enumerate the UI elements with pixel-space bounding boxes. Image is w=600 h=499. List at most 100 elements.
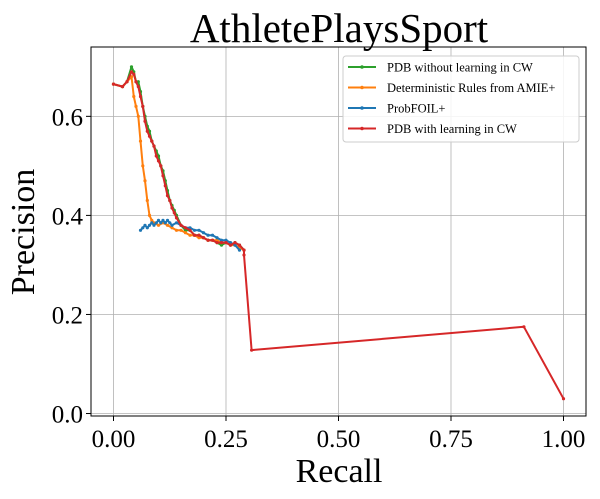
series-point	[224, 238, 228, 242]
series-point	[168, 221, 172, 225]
series-point	[215, 241, 219, 245]
series-point	[159, 221, 163, 225]
series-point	[145, 129, 149, 133]
series-point	[159, 164, 163, 168]
series-point	[192, 233, 197, 237]
series-point	[215, 238, 219, 242]
series-point	[147, 213, 152, 217]
series-point	[132, 94, 136, 99]
series-point	[145, 198, 149, 203]
series-point	[215, 236, 219, 240]
series-point	[143, 223, 147, 227]
series-point	[141, 164, 145, 168]
series-point	[129, 65, 134, 69]
legend-label: ProbFOIL+	[387, 102, 445, 116]
y-tick-label: 0.2	[52, 302, 83, 329]
chart-title: AthletePlaysSport	[190, 5, 489, 51]
legend-label: PDB without learning in CW	[387, 61, 533, 75]
y-axis-label: Precision	[5, 169, 42, 296]
series-point	[183, 231, 188, 235]
series-point	[224, 241, 228, 245]
series-point	[111, 82, 116, 86]
series-point	[233, 241, 237, 245]
series-point	[141, 226, 145, 230]
series-point	[147, 223, 152, 227]
series-line	[113, 75, 245, 251]
series-point	[174, 216, 179, 220]
series-point	[228, 241, 233, 245]
series-point	[136, 80, 140, 84]
legend-marker	[360, 106, 364, 110]
series-point	[161, 174, 165, 178]
series-point	[143, 119, 147, 123]
y-tick-label: 0.0	[52, 402, 83, 429]
series-point	[188, 228, 192, 232]
series-point	[168, 198, 172, 203]
series-point	[188, 233, 192, 237]
x-tick-label: 0.50	[317, 426, 361, 453]
series-point	[125, 80, 129, 84]
series-point	[154, 154, 158, 158]
legend-marker	[360, 126, 364, 131]
series-point	[197, 233, 201, 237]
series-point	[250, 348, 254, 352]
series-point	[147, 134, 152, 138]
series-point	[136, 85, 140, 89]
series-point	[201, 236, 206, 240]
series-point	[136, 114, 140, 118]
series-point	[141, 104, 145, 108]
y-tick-label: 0.4	[52, 203, 84, 230]
series-point	[138, 228, 143, 232]
series-point	[228, 243, 233, 247]
series-point	[183, 226, 188, 230]
series-point	[152, 144, 156, 148]
series-group	[111, 70, 566, 401]
series-point	[206, 233, 210, 237]
series-point	[134, 80, 138, 84]
series-point	[201, 231, 206, 235]
series-point	[237, 248, 242, 252]
legend-label: Deterministic Rules from AMIE+	[387, 81, 555, 95]
series-point	[233, 243, 237, 247]
legend-label: PDB with learning in CW	[387, 122, 517, 136]
series-point	[129, 70, 134, 74]
series-point	[242, 253, 246, 257]
series-layer	[111, 65, 566, 401]
series-point	[156, 159, 161, 163]
series-point	[154, 221, 158, 225]
series-point	[183, 228, 188, 232]
series-point	[242, 248, 246, 252]
legend-marker	[360, 85, 364, 90]
series-point	[219, 241, 224, 245]
series-group	[111, 75, 246, 252]
series-point	[192, 228, 197, 232]
series-point	[210, 233, 215, 237]
series-point	[179, 228, 183, 232]
series-point	[174, 228, 179, 232]
series-point	[163, 184, 167, 188]
series-point	[150, 218, 154, 222]
legend-box	[342, 55, 580, 143]
series-point	[150, 221, 154, 225]
series-point	[188, 226, 192, 230]
series-point	[165, 218, 170, 222]
series-point	[170, 206, 174, 210]
series-point	[197, 228, 201, 232]
series-point	[138, 139, 143, 143]
series-point	[197, 236, 201, 240]
series-point	[145, 226, 149, 230]
x-tick-label: 0.75	[429, 426, 473, 453]
series-point	[152, 223, 156, 227]
series-point	[134, 104, 138, 108]
series-point	[120, 85, 125, 89]
series-point	[219, 238, 224, 242]
series-point	[174, 221, 179, 225]
x-axis-label: Recall	[296, 453, 383, 490]
series-point	[206, 238, 210, 242]
series-point	[161, 218, 165, 222]
series-point	[143, 179, 147, 183]
series-point	[561, 397, 566, 401]
series-point	[170, 223, 174, 227]
series-point	[138, 94, 143, 99]
